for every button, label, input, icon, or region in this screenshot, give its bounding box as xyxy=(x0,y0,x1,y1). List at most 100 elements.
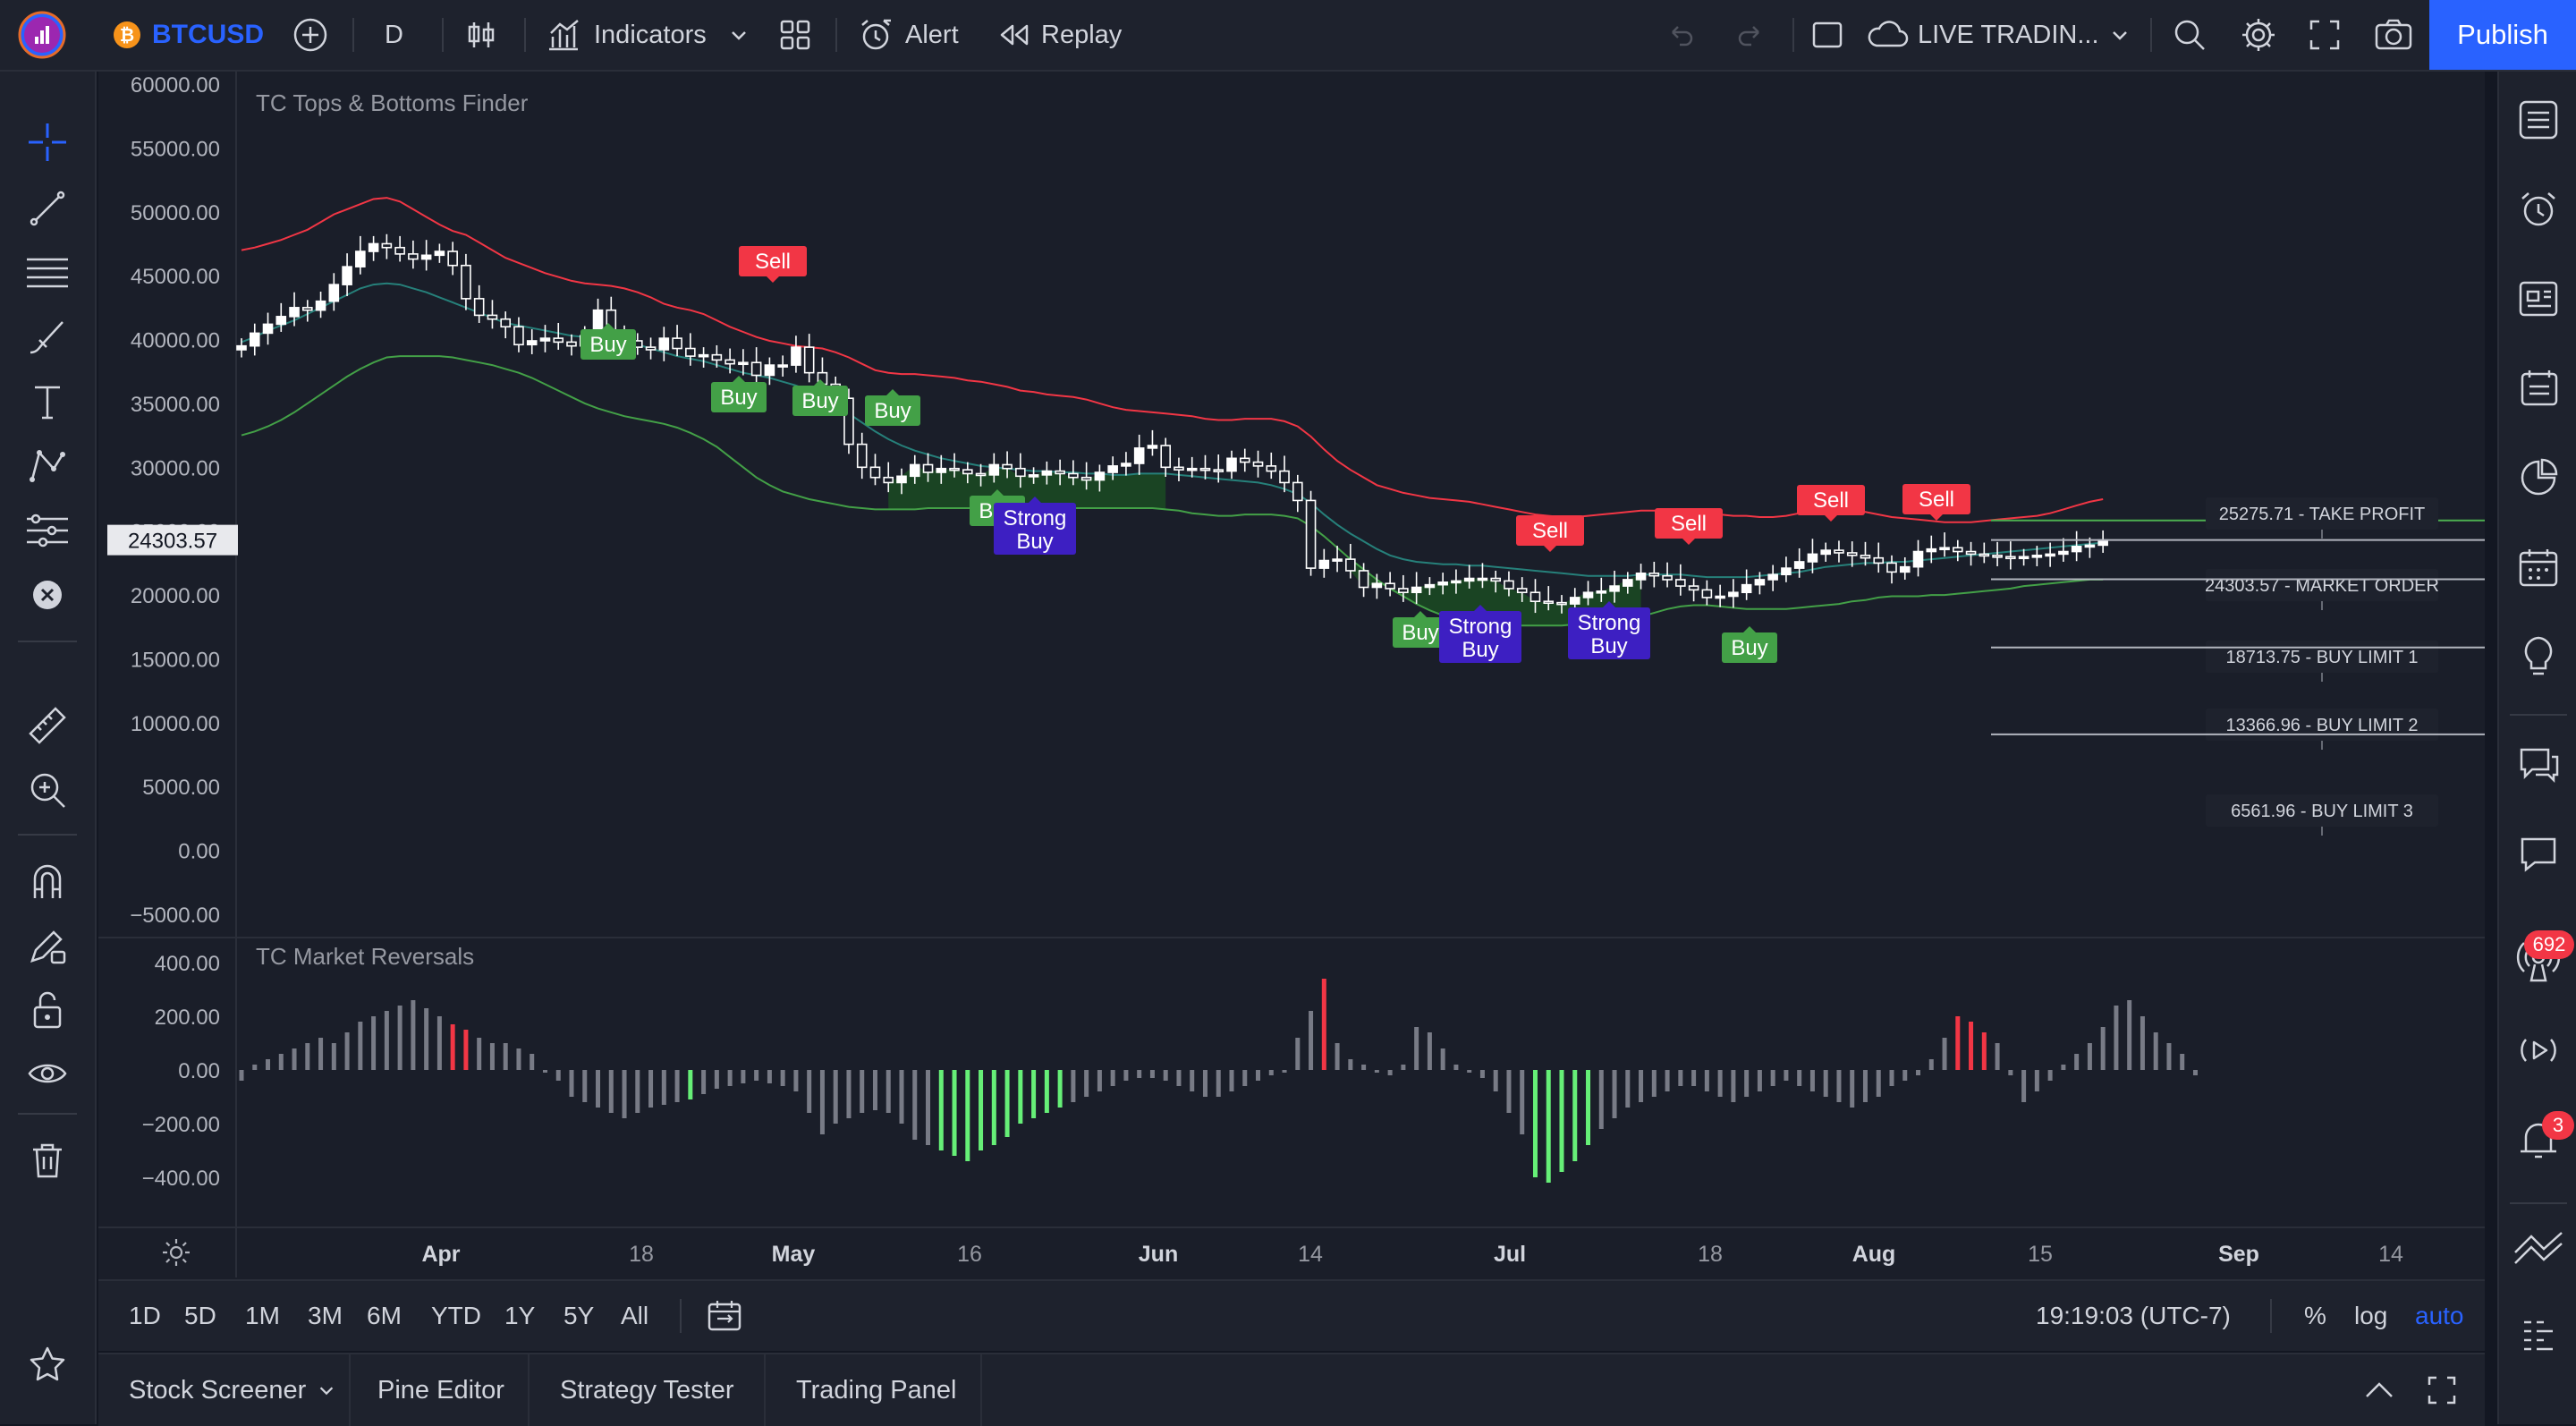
redo-button[interactable] xyxy=(1735,0,1766,70)
tab-stock-screener[interactable]: Stock Screener xyxy=(129,1354,306,1426)
chart-area[interactable]: 25275.71 - TAKE PROFIT 24303.57 - MARKET … xyxy=(98,72,2485,1349)
tab-trading-panel[interactable]: Trading Panel xyxy=(796,1354,956,1426)
auto-scale-toggle[interactable]: auto xyxy=(2415,1281,2464,1351)
undo-button[interactable] xyxy=(1665,0,1696,70)
osc-bar xyxy=(1057,1070,1063,1108)
snapshot-button[interactable] xyxy=(2374,0,2413,70)
range-button-ytd[interactable]: YTD xyxy=(431,1281,481,1351)
range-button-5y[interactable]: 5Y xyxy=(564,1281,594,1351)
interval-button[interactable]: D xyxy=(385,0,403,70)
range-button-6m[interactable]: 6M xyxy=(367,1281,402,1351)
signal-label-strong xyxy=(1439,611,1521,663)
lock-drawing-tool[interactable] xyxy=(21,920,73,972)
range-button-3m[interactable]: 3M xyxy=(308,1281,343,1351)
range-button-all[interactable]: All xyxy=(621,1281,648,1351)
custom-range-button[interactable] xyxy=(707,1281,742,1351)
range-button-1m[interactable]: 1M xyxy=(245,1281,280,1351)
chart-type-button[interactable] xyxy=(463,0,499,70)
fib-tool[interactable] xyxy=(21,247,73,299)
candle-body xyxy=(355,250,366,267)
tab-pine-editor[interactable]: Pine Editor xyxy=(377,1354,504,1426)
news-button[interactable] xyxy=(2512,272,2565,326)
settings-button[interactable] xyxy=(2240,0,2277,70)
signal-text: Buy xyxy=(1402,621,1438,645)
osc-tick-label: −400.00 xyxy=(142,1167,220,1191)
ideas-button[interactable] xyxy=(2512,630,2565,683)
trading-button[interactable] xyxy=(2512,1220,2565,1274)
osc-bar xyxy=(266,1059,271,1070)
range-toolbar: 1D 5D 1M 3M 6M YTD 1Y 5Y All 19:19:03 (UTC-7) % … xyxy=(98,1279,2485,1351)
range-button-1y[interactable]: 1Y xyxy=(504,1281,535,1351)
tab-strategy-tester[interactable]: Strategy Tester xyxy=(560,1354,734,1426)
messages-button[interactable] xyxy=(2512,827,2565,880)
range-button-5d[interactable]: 5D xyxy=(184,1281,216,1351)
text-tool[interactable] xyxy=(21,376,73,428)
search-button[interactable] xyxy=(2172,0,2207,70)
layout-templates-button[interactable] xyxy=(778,0,812,70)
hide-drawings-tool[interactable] xyxy=(21,1048,73,1100)
percent-label: % xyxy=(2304,1302,2326,1329)
favorites-tool[interactable] xyxy=(21,1338,73,1390)
fullscreen-button[interactable] xyxy=(2308,0,2342,70)
crosshair-tool[interactable] xyxy=(21,116,73,168)
indicators-dropdown[interactable] xyxy=(728,0,750,70)
replay-button[interactable]: Replay xyxy=(998,0,1122,70)
osc-bar xyxy=(2061,1065,2066,1070)
magnet-tool[interactable] xyxy=(21,855,73,907)
hotlist-button[interactable] xyxy=(2512,451,2565,505)
alert-label: Alert xyxy=(905,20,959,49)
alarm-clock-icon xyxy=(861,19,891,50)
watchlist-button[interactable] xyxy=(2512,93,2565,147)
log-scale-toggle[interactable]: log xyxy=(2354,1281,2387,1351)
compare-button[interactable] xyxy=(292,0,329,70)
range-button-1d[interactable]: 1D xyxy=(129,1281,161,1351)
chats-button[interactable] xyxy=(2512,737,2565,791)
pattern-tool[interactable] xyxy=(21,440,73,492)
layout-dropdown[interactable] xyxy=(2109,0,2131,70)
forecast-tool[interactable] xyxy=(21,505,73,556)
data-window-button[interactable] xyxy=(2512,361,2565,415)
indicators-button[interactable]: Indicators xyxy=(546,0,707,70)
video-button[interactable] xyxy=(2512,1023,2565,1077)
publish-button[interactable]: Publish xyxy=(2429,0,2576,70)
main-indicator-title: TC Tops & Bottoms Finder xyxy=(256,89,529,116)
chart-settings-button[interactable] xyxy=(154,1235,199,1270)
collapse-panel-button[interactable] xyxy=(2361,1354,2397,1426)
bottom-panel-tabs: Stock Screener Pine Editor Strategy Test… xyxy=(98,1353,2485,1426)
price-chart[interactable]: 25275.71 - TAKE PROFIT 24303.57 - MARKET … xyxy=(98,72,2485,1277)
brush-tool[interactable] xyxy=(21,311,73,363)
candle-body xyxy=(328,284,340,302)
notifications-button[interactable]: 3 xyxy=(2512,1111,2574,1167)
stock-screener-dropdown[interactable] xyxy=(317,1354,336,1426)
lightbulb-icon xyxy=(2524,636,2553,675)
calendar-button[interactable] xyxy=(2512,540,2565,594)
trend-line-tool[interactable] xyxy=(21,182,73,234)
osc-bar xyxy=(1202,1070,1208,1097)
tab-label: Trading Panel xyxy=(796,1375,957,1405)
symbol-search-button[interactable]: ₿ BTCUSD xyxy=(113,0,264,70)
measure-tool[interactable] xyxy=(21,700,73,751)
fullscreen-toggle-button[interactable] xyxy=(1810,0,1844,70)
lock-all-tool[interactable] xyxy=(21,984,73,1036)
candle-body xyxy=(553,337,564,344)
candle-body xyxy=(262,323,274,335)
percent-scale-toggle[interactable]: % xyxy=(2304,1281,2326,1351)
candle-body xyxy=(381,242,393,249)
delete-tool[interactable] xyxy=(21,1134,73,1186)
profile-avatar[interactable] xyxy=(18,0,72,70)
candle-body xyxy=(1107,465,1118,473)
maximize-panel-button[interactable] xyxy=(2426,1354,2458,1426)
osc-bar xyxy=(767,1070,772,1083)
alert-button[interactable]: Alert xyxy=(857,0,959,70)
osc-bar xyxy=(2127,1000,2132,1070)
dom-button[interactable] xyxy=(2512,1310,2565,1363)
remove-drawings-tool[interactable] xyxy=(21,569,73,621)
alerts-panel-button[interactable] xyxy=(2512,182,2565,236)
streams-button[interactable]: 692 xyxy=(2512,930,2574,988)
layout-save-button[interactable]: LIVE TRADIN... xyxy=(1866,0,2099,70)
candle-body xyxy=(1358,570,1369,589)
clock-display[interactable]: 19:19:03 (UTC-7) xyxy=(2036,1281,2231,1351)
osc-bar xyxy=(912,1070,918,1140)
signal-pointer xyxy=(1029,497,1041,503)
zoom-tool[interactable] xyxy=(21,764,73,816)
